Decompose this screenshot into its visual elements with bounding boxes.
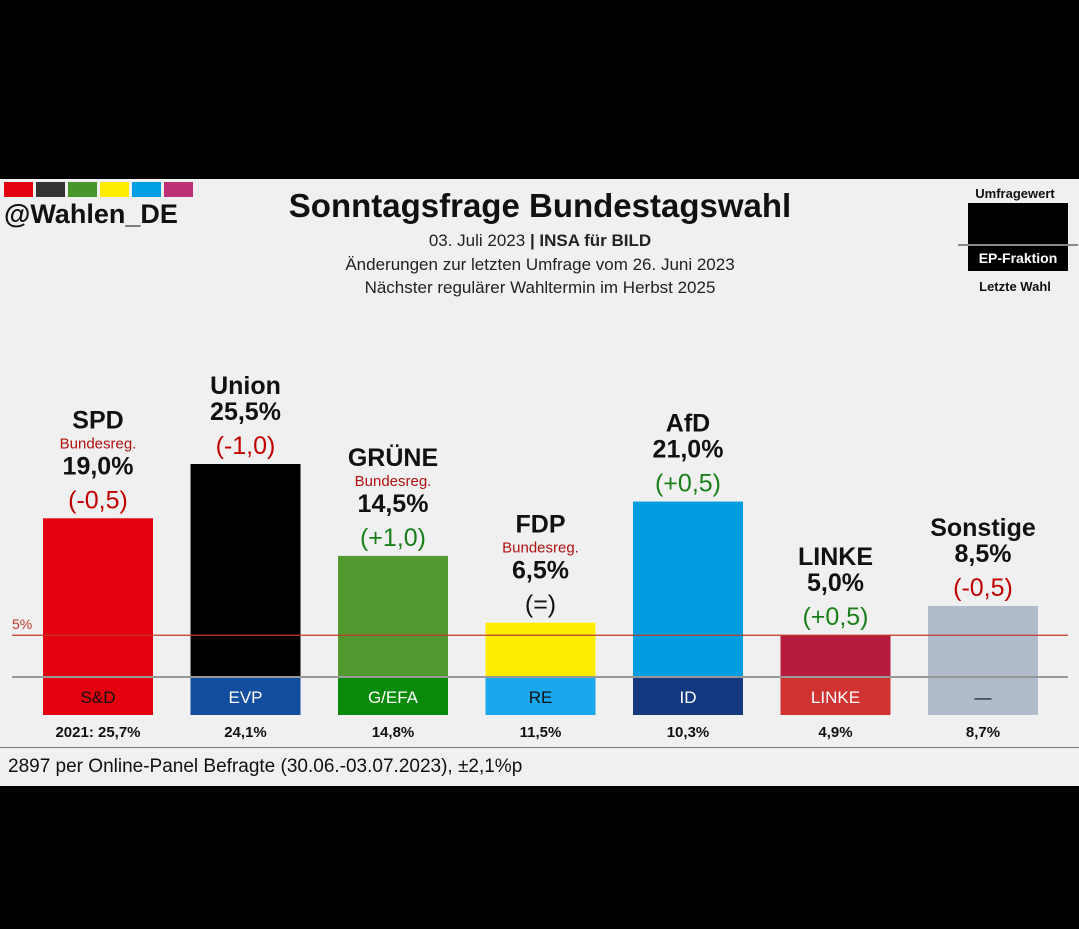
ep-group-box (928, 677, 1038, 715)
legend-sample-box (968, 203, 1068, 271)
value-label: 14,5% (358, 490, 429, 518)
last-election-label: 24,1% (224, 724, 267, 741)
change-label: (+0,5) (802, 603, 868, 631)
bar-1 (190, 464, 301, 677)
brand-square (132, 182, 161, 197)
bar-4 (633, 501, 743, 677)
party-label: FDP (516, 511, 566, 539)
ep-group-label: RE (529, 688, 553, 707)
value-label: 21,0% (653, 436, 724, 464)
threshold-label: 5% (12, 616, 32, 632)
party-label: Sonstige (930, 514, 1036, 542)
bar-0 (43, 518, 153, 677)
chart-title: Sonntagsfrage Bundestagswahl (288, 187, 792, 224)
value-label: 19,0% (63, 452, 134, 480)
poll-date: 03. Juli 2023 (428, 231, 526, 250)
value-label: 6,5% (512, 557, 569, 585)
change-label: (+1,0) (360, 524, 426, 552)
last-election-label: 14,8% (372, 724, 415, 741)
separator: | (525, 231, 540, 250)
footer-sample-note: 2897 per Online-Panel Befragte (30.06.-0… (8, 756, 523, 777)
brand-square (4, 182, 33, 197)
government-label: Bundesreg. (502, 540, 579, 557)
poll-institute: INSA für BILD (539, 231, 652, 250)
value-label: 25,5% (210, 398, 281, 426)
footer-divider (0, 747, 1079, 748)
ep-group-label: S&D (81, 688, 116, 707)
ep-group-box (780, 677, 891, 715)
value-label: 5,0% (807, 569, 864, 597)
legend-divider (958, 244, 1078, 246)
changes-note: Änderungen zur letzten Umfrage vom 26. J… (345, 255, 735, 274)
last-election-label: 2021: 25,7% (55, 724, 140, 741)
last-election-label: 8,7% (966, 724, 1000, 741)
bar-6 (928, 606, 1038, 677)
brand-handle: @Wahlen_DE (4, 199, 178, 229)
brand-square (68, 182, 97, 197)
ep-group-box (485, 677, 596, 715)
ep-group-label: EVP (228, 688, 262, 707)
poll-card: @Wahlen_DE Sonntagsfrage Bundestagswahl … (0, 179, 1079, 786)
ep-group-box (338, 677, 448, 715)
ep-group-label: — (975, 688, 992, 707)
legend-poll-value-label: Umfragewert (975, 186, 1055, 201)
party-label: LINKE (798, 543, 873, 571)
brand-square (100, 182, 129, 197)
government-label: Bundesreg. (60, 435, 137, 452)
ep-group-box (190, 677, 301, 715)
change-label: (+0,5) (655, 470, 721, 498)
brand-square (164, 182, 193, 197)
bar-5 (780, 635, 891, 677)
ep-group-label: G/EFA (368, 688, 419, 707)
party-label: Union (210, 372, 281, 400)
brand-color-squares (4, 182, 193, 197)
legend-ep-label: EP-Fraktion (978, 250, 1058, 266)
ep-group-box (43, 677, 153, 715)
government-label: Bundesreg. (355, 473, 432, 490)
ep-group-label: ID (680, 688, 697, 707)
change-label: (-1,0) (216, 432, 276, 460)
ep-group-box (633, 677, 743, 715)
bar-3 (485, 622, 596, 677)
party-label: SPD (72, 406, 123, 434)
next-election-note: Nächster regulärer Wahltermin im Herbst … (364, 278, 716, 297)
change-label: (-0,5) (68, 486, 128, 514)
value-label: 8,5% (955, 540, 1012, 568)
subtitle-date-line: 03. Juli 2023 | INSA für BILD (200, 231, 880, 251)
bar-2 (338, 555, 448, 677)
last-election-label: 10,3% (667, 724, 710, 741)
brand-square (36, 182, 65, 197)
ep-group-label: LINKE (811, 688, 860, 707)
change-label: (=) (525, 591, 556, 619)
last-election-label: 11,5% (520, 724, 562, 741)
last-election-label: 4,9% (818, 724, 852, 741)
change-label: (-0,5) (953, 574, 1013, 602)
legend-last-election-label: Letzte Wahl (979, 279, 1051, 294)
party-label: AfD (666, 410, 710, 438)
party-label: GRÜNE (348, 443, 438, 472)
